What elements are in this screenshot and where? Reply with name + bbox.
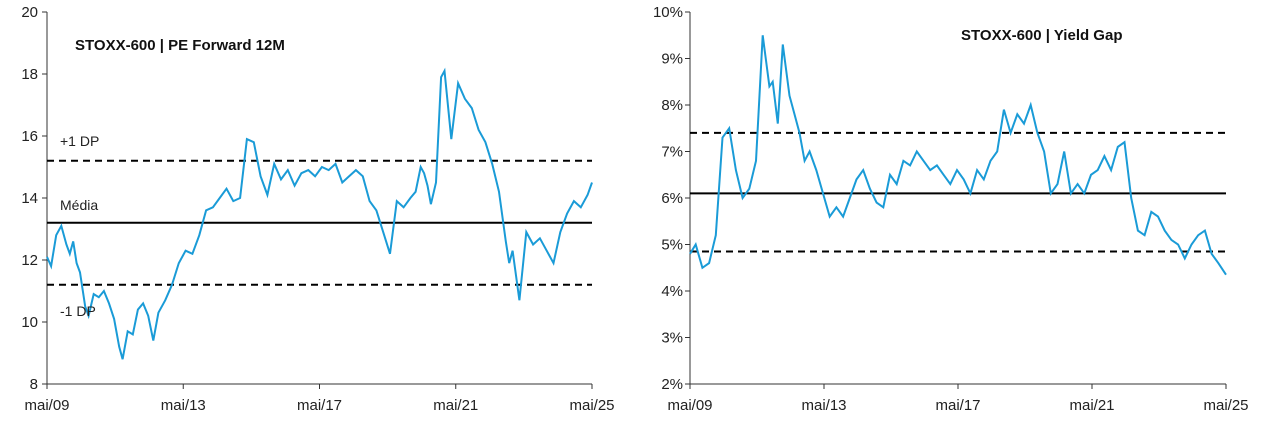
chart-title: STOXX-600 | Yield Gap	[961, 27, 1122, 44]
y-tick-label: 4%	[661, 283, 683, 300]
x-tick-label: mai/13	[801, 397, 846, 414]
x-tick-label: mai/17	[297, 397, 342, 414]
yield-gap-chart: 2% 3% 4% 5% 6% 7% 8% 9% 10% mai/09 mai/13 mai/17 ma…	[653, 4, 1249, 414]
x-tick-label: mai/13	[161, 397, 206, 414]
y-tick-label: 14	[21, 190, 38, 207]
y-tick-label: 8%	[661, 97, 683, 114]
ref-label-media: Média	[60, 197, 98, 213]
chart-title: STOXX-600 | PE Forward 12M	[75, 37, 285, 54]
x-tick-label: mai/21	[1069, 397, 1114, 414]
y-tick-label: 12	[21, 252, 38, 269]
y-tick-label: 8	[30, 376, 38, 393]
x-tick-label: mai/25	[1203, 397, 1248, 414]
pe-forward-chart: 8 10 12 14 16 18 20 mai/09 mai/13 mai/17 mai/21 ma…	[21, 4, 614, 414]
y-tick-label: 7%	[661, 144, 683, 161]
y-tick-label: 10	[21, 314, 38, 331]
y-tick-label: 2%	[661, 376, 683, 393]
pe-forward-line	[46, 67, 593, 360]
y-tick-label: 3%	[661, 330, 683, 347]
yield-gap-line	[689, 35, 1227, 276]
ref-label-plus-1dp: +1 DP	[60, 133, 99, 149]
y-tick-label: 10%	[653, 4, 683, 21]
y-tick-label: 20	[21, 4, 38, 21]
ref-label-minus-1dp: -1 DP	[60, 303, 96, 319]
y-tick-label: 18	[21, 66, 38, 83]
x-tick-label: mai/21	[433, 397, 478, 414]
y-tick-label: 16	[21, 128, 38, 145]
y-tick-label: 5%	[661, 237, 683, 254]
y-tick-label: 6%	[661, 190, 683, 207]
x-tick-label: mai/09	[667, 397, 712, 414]
y-tick-label: 9%	[661, 51, 683, 68]
x-tick-label: mai/25	[569, 397, 614, 414]
x-tick-label: mai/17	[935, 397, 980, 414]
x-tick-label: mai/09	[24, 397, 69, 414]
